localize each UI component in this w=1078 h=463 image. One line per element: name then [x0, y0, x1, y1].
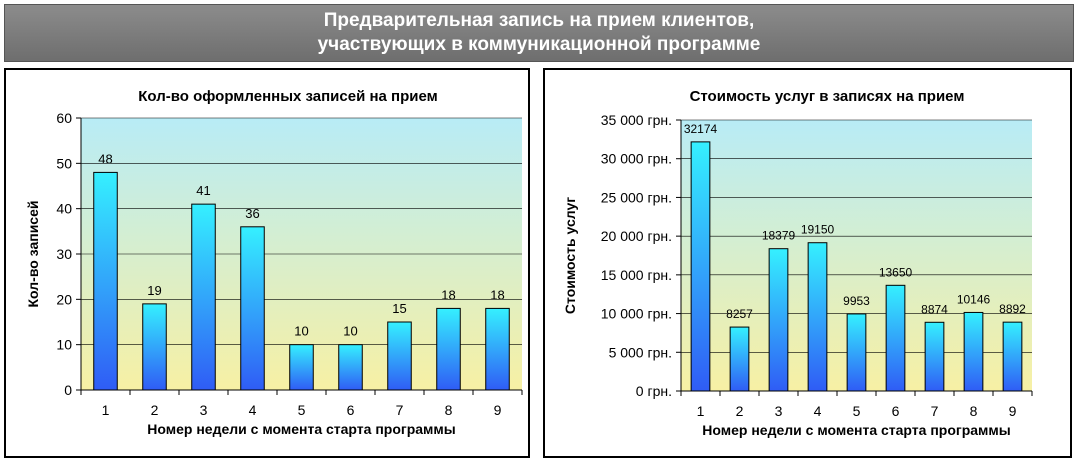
data-label: 8892 — [999, 302, 1026, 316]
bar — [924, 321, 945, 392]
data-label: 32174 — [684, 122, 718, 136]
data-label: 8874 — [921, 302, 948, 316]
bar — [1002, 321, 1023, 392]
chart-title: Стоимость услуг в записях на прием — [690, 88, 965, 105]
banner-title-line2: участвующих в коммуникационной программе — [317, 34, 761, 55]
bar — [690, 141, 711, 392]
y-tick-label: 0 — [64, 382, 72, 398]
y-tick-label: 40 — [56, 201, 72, 217]
x-tick-label: 6 — [892, 403, 900, 419]
x-tick-label: 2 — [151, 402, 159, 418]
y-tick-label: 30 000 грн. — [601, 151, 672, 167]
y-axis-title: Кол-во записей — [25, 201, 41, 308]
bar — [142, 303, 167, 391]
y-tick-label: 10 — [56, 337, 72, 353]
data-label: 8257 — [726, 307, 753, 321]
data-label: 9953 — [843, 294, 870, 308]
x-tick-label: 4 — [249, 402, 257, 418]
banner-title-line1: Предварительная запись на прием клиентов… — [323, 10, 755, 31]
x-tick-label: 5 — [853, 403, 861, 419]
data-label: 10 — [343, 324, 357, 339]
data-label: 19 — [147, 283, 161, 298]
y-tick-label: 35 000 грн. — [601, 112, 672, 128]
data-label: 13650 — [879, 265, 913, 279]
x-tick-label: 8 — [445, 402, 453, 418]
y-tick-label: 15 000 грн. — [601, 267, 672, 283]
y-tick-label: 20 — [56, 291, 72, 307]
bar — [485, 307, 510, 391]
data-label: 48 — [98, 151, 112, 166]
x-axis-title: Номер недели с момента старта программы — [147, 421, 455, 437]
data-label: 15 — [392, 301, 406, 316]
y-tick-label: 0 грн. — [636, 383, 672, 399]
x-tick-label: 8 — [970, 403, 978, 419]
bar — [387, 321, 412, 391]
x-tick-label: 6 — [347, 402, 355, 418]
bar — [885, 284, 906, 392]
x-axis-title: Номер недели с момента старта программы — [702, 422, 1010, 438]
y-tick-label: 30 — [56, 246, 72, 262]
data-label: 18 — [490, 287, 504, 302]
y-axis-title: Стоимость услуг — [562, 197, 578, 314]
bar — [191, 203, 216, 391]
report-banner: Предварительная запись на прием клиентов… — [4, 4, 1074, 62]
services-cost-chart-panel: 0 грн. 5 000 грн. 10 000 грн. 15 000 грн. 20… — [543, 68, 1072, 458]
x-tick-label: 1 — [102, 402, 110, 418]
y-tick-label: 10 000 грн. — [601, 306, 672, 322]
x-tick-label: 1 — [697, 403, 705, 419]
x-tick-label: 2 — [736, 403, 744, 419]
bar — [289, 344, 314, 391]
data-label: 10146 — [957, 292, 991, 306]
data-label: 19150 — [801, 223, 835, 237]
bar — [436, 307, 461, 391]
y-tick-label: 20 000 грн. — [601, 228, 672, 244]
x-tick-label: 3 — [200, 402, 208, 418]
bar — [846, 313, 867, 392]
bar — [963, 311, 984, 392]
bar — [93, 171, 118, 391]
x-tick-label: 3 — [775, 403, 783, 419]
bar — [338, 344, 363, 391]
y-tick-label: 25 000 грн. — [601, 189, 672, 205]
appointments-count-chart: 0 10 20 30 40 50 60 48 1 19 2 41 3 36 4 10 5 10 6 15 7 18 8 18 9… — [25, 88, 523, 437]
x-tick-label: 9 — [494, 402, 502, 418]
bar — [768, 248, 789, 392]
x-tick-label: 7 — [931, 403, 939, 419]
bar — [729, 326, 750, 392]
services-cost-chart: 0 грн. 5 000 грн. 10 000 грн. 15 000 грн. 20… — [562, 88, 1033, 438]
bar — [807, 242, 828, 392]
data-label: 36 — [245, 206, 259, 221]
data-label: 18379 — [762, 229, 796, 243]
appointments-count-chart-panel: 0 10 20 30 40 50 60 48 1 19 2 41 3 36 4 10 5 10 6 15 7 18 8 18 9… — [4, 68, 530, 458]
bar — [240, 226, 265, 391]
x-tick-label: 7 — [396, 402, 404, 418]
x-tick-label: 5 — [298, 402, 306, 418]
x-tick-label: 4 — [814, 403, 822, 419]
y-tick-label: 50 — [56, 155, 72, 171]
chart-title: Кол-во оформленных записей на прием — [138, 88, 437, 105]
data-label: 10 — [294, 324, 308, 339]
y-tick-label: 5 000 грн. — [609, 344, 672, 360]
x-tick-label: 9 — [1009, 403, 1017, 419]
y-tick-label: 60 — [56, 110, 72, 126]
data-label: 18 — [441, 287, 455, 302]
data-label: 41 — [196, 183, 210, 198]
